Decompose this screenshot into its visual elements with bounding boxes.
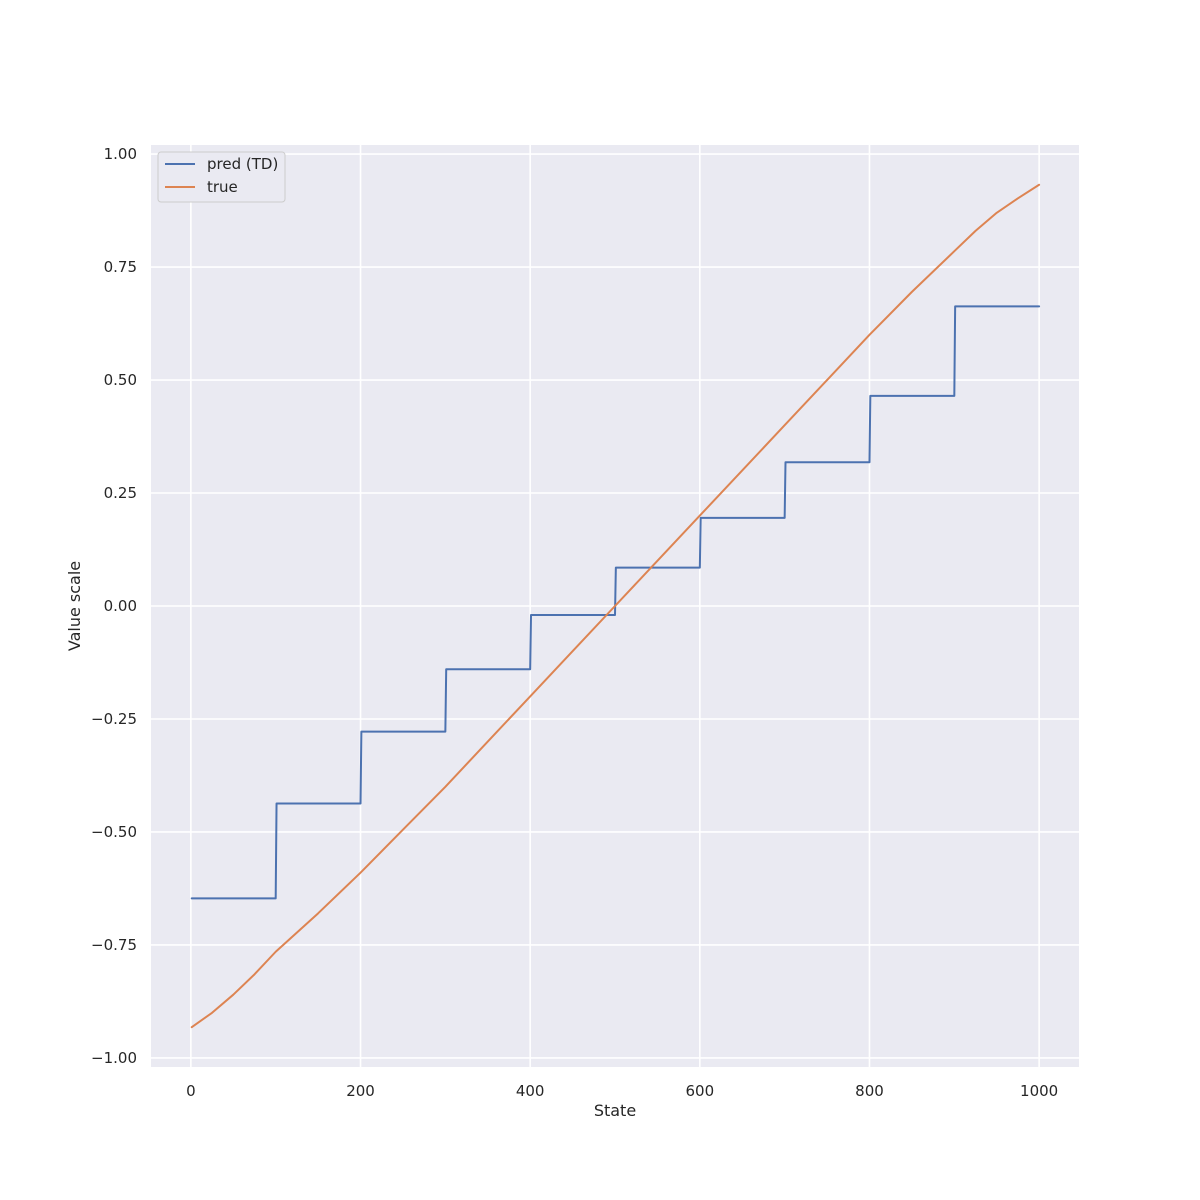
y-axis-label: Value scale bbox=[65, 561, 84, 651]
x-axis-label: State bbox=[594, 1101, 636, 1120]
x-tick-label: 800 bbox=[855, 1082, 884, 1100]
series-line-true bbox=[190, 183, 1041, 1029]
y-tick-label: 0.50 bbox=[104, 371, 137, 389]
legend-label-true: true bbox=[207, 178, 238, 196]
series-line-pred bbox=[190, 305, 1041, 900]
x-tick-label: 1000 bbox=[1020, 1082, 1058, 1100]
legend: pred (TD) true bbox=[157, 151, 286, 203]
y-tick-label: −0.50 bbox=[91, 823, 137, 841]
x-tick-label: 600 bbox=[686, 1082, 715, 1100]
series-layer bbox=[190, 183, 1041, 1029]
y-tick-labels: −1.00 −0.75 −0.50 −0.25 0.00 0.25 0.50 0.75 1.00 bbox=[91, 145, 137, 1067]
x-tick-label: 200 bbox=[346, 1082, 375, 1100]
y-tick-label: 0.00 bbox=[104, 597, 137, 615]
y-tick-label: 1.00 bbox=[104, 145, 137, 163]
y-tick-label: −1.00 bbox=[91, 1049, 137, 1067]
y-tick-label: 0.75 bbox=[104, 258, 137, 276]
y-tick-label: −0.75 bbox=[91, 936, 137, 954]
y-tick-label: 0.25 bbox=[104, 484, 137, 502]
y-tick-label: −0.25 bbox=[91, 710, 137, 728]
x-tick-label: 400 bbox=[516, 1082, 545, 1100]
legend-label-pred: pred (TD) bbox=[207, 155, 278, 173]
x-tick-labels: 0 200 400 600 800 1000 bbox=[186, 1082, 1058, 1100]
x-tick-label: 0 bbox=[186, 1082, 196, 1100]
